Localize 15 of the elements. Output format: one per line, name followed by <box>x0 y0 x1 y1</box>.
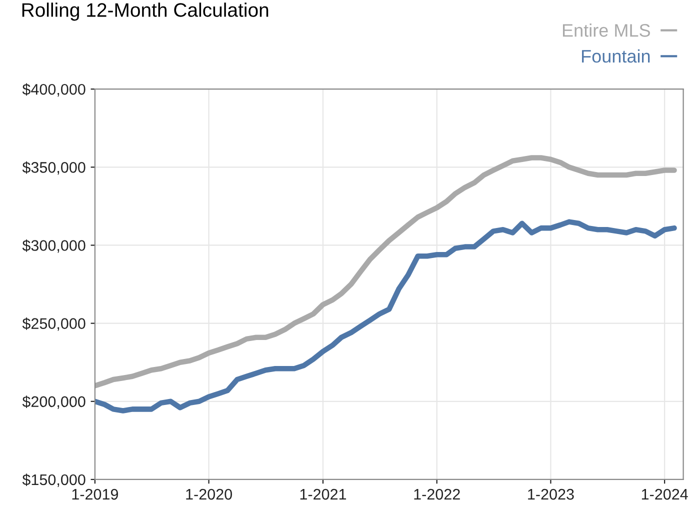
x-tick-label: 1-2022 <box>414 488 460 500</box>
chart-title: Rolling 12-Month Calculation <box>22 2 268 21</box>
x-tick-label: 1-2023 <box>528 488 574 500</box>
legend-label: Fountain <box>582 49 650 63</box>
legend-label: Entire MLS <box>562 24 650 37</box>
x-tick-label: 1-2019 <box>72 488 118 500</box>
y-tick-label: $300,000 <box>22 239 86 253</box>
y-tick-label: $400,000 <box>22 83 86 97</box>
x-tick-label: 1-2024 <box>642 488 688 500</box>
y-tick-label: $200,000 <box>22 396 86 409</box>
y-tick-label: $250,000 <box>22 318 86 331</box>
y-tick-label: $350,000 <box>22 161 86 175</box>
y-tick-label: $150,000 <box>22 474 86 487</box>
x-tick-label: 1-2020 <box>186 488 232 500</box>
x-tick-label: 1-2021 <box>300 488 346 500</box>
